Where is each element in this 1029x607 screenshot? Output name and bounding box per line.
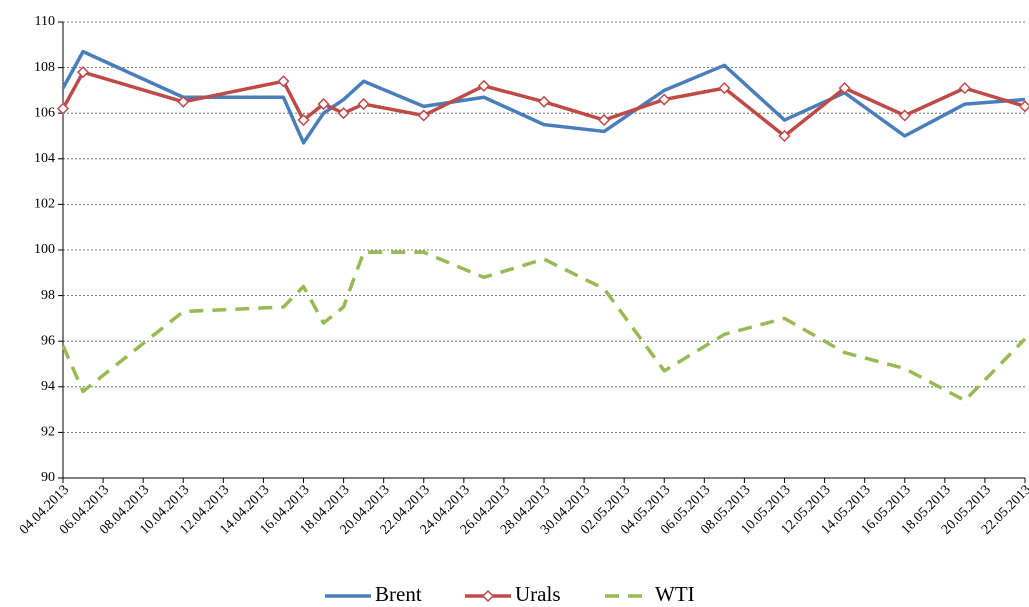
series-marker (56, 102, 70, 115)
series-marker (337, 107, 350, 120)
series-marker (417, 109, 430, 122)
series-marker (357, 98, 370, 111)
series-marker (297, 113, 310, 127)
series-marker (76, 66, 90, 79)
legend-label: Urals (515, 582, 561, 606)
series-line (61, 250, 1027, 403)
series-marker (277, 75, 290, 88)
y-tick-label: 92 (41, 425, 55, 440)
legend-label: WTI (655, 582, 695, 606)
series-marker (958, 82, 971, 95)
y-tick-label: 102 (34, 197, 55, 212)
legend: Brent Urals WTI (325, 582, 695, 606)
series-marker (1018, 100, 1029, 113)
legend-marker (481, 589, 495, 603)
series-marker (317, 98, 330, 111)
y-tick-label: 90 (41, 470, 55, 485)
y-tick-label: 110 (35, 14, 55, 29)
series-marker (718, 82, 731, 95)
series-marker (598, 113, 611, 127)
series-marker (177, 95, 190, 108)
y-tick-label: 106 (34, 105, 55, 120)
series-marker (658, 93, 671, 106)
legend-label: Brent (375, 582, 422, 606)
series-marker (477, 79, 490, 92)
y-tick-label: 100 (34, 242, 55, 257)
series-marker (838, 82, 851, 95)
series-marker (778, 129, 791, 143)
y-tick-label: 94 (41, 379, 55, 394)
y-tick-label: 108 (34, 60, 55, 75)
y-tick-label: 98 (41, 288, 55, 303)
y-tick-label: 96 (41, 333, 55, 348)
y-tick-label: 104 (34, 151, 55, 166)
series-marker (898, 109, 911, 122)
series-marker (537, 95, 551, 108)
